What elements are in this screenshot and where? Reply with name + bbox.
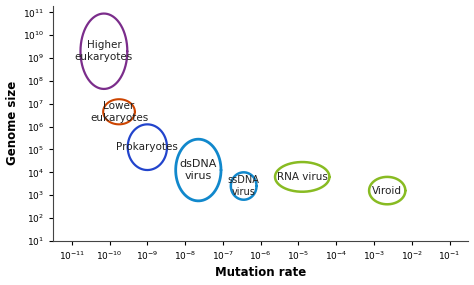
Text: Prokaryotes: Prokaryotes <box>117 142 178 152</box>
Text: dsDNA
virus: dsDNA virus <box>180 159 217 181</box>
X-axis label: Mutation rate: Mutation rate <box>215 266 306 280</box>
Text: Viroid: Viroid <box>372 186 402 196</box>
Text: Lower
eukaryotes: Lower eukaryotes <box>90 101 148 123</box>
Text: Higher
eukaryotes: Higher eukaryotes <box>75 40 133 62</box>
Text: RNA virus: RNA virus <box>277 172 328 182</box>
Y-axis label: Genome size: Genome size <box>6 81 18 165</box>
Text: ssDNA
virus: ssDNA virus <box>228 175 260 197</box>
